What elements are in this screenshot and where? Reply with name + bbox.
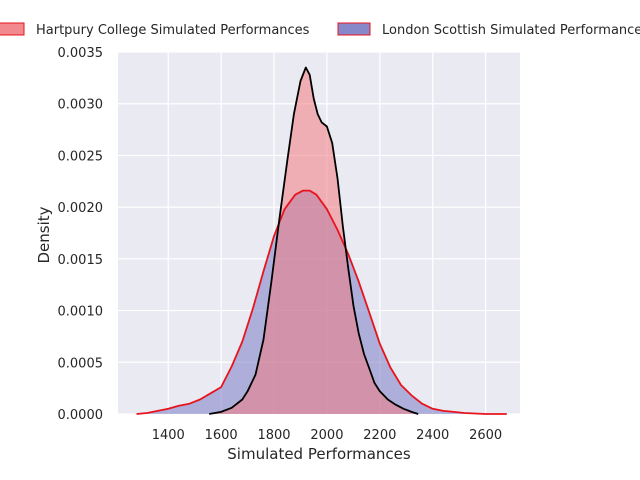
- x-tick-label-0: 1400: [152, 428, 185, 443]
- legend: Hartpury College Simulated Performances L…: [0, 22, 640, 38]
- x-tick-labels: 1400 1600 1800 2000 2200 2400 2600: [152, 428, 502, 443]
- legend-swatch-1: [337, 22, 371, 36]
- legend-label-1: London Scottish Simulated Performances: [382, 23, 640, 38]
- x-tick-label-2: 1800: [257, 428, 290, 443]
- y-tick-labels: 0.0000 0.0005 0.0010 0.0015 0.0020 0.0025 0.00…: [58, 46, 104, 423]
- y-tick-label-5: 0.0025: [58, 149, 104, 164]
- x-tick-label-3: 2000: [310, 428, 343, 443]
- y-tick-label-4: 0.0020: [58, 201, 104, 216]
- x-tick-label-4: 2200: [363, 428, 396, 443]
- y-tick-label-6: 0.0030: [58, 98, 104, 113]
- x-axis-label: Simulated Performances: [227, 445, 411, 463]
- y-axis-label: Density: [35, 206, 53, 263]
- y-tick-label-0: 0.0000: [58, 408, 104, 423]
- legend-swatch-0: [0, 22, 25, 36]
- density-areas: [136, 67, 507, 414]
- series-0-area: [209, 67, 419, 414]
- y-tick-label-1: 0.0005: [58, 356, 104, 371]
- y-tick-label-3: 0.0015: [58, 253, 104, 268]
- x-tick-label-1: 1600: [205, 428, 238, 443]
- x-tick-label-6: 2600: [469, 428, 502, 443]
- x-tick-label-5: 2400: [416, 428, 449, 443]
- series-0-line: [209, 66, 419, 415]
- density-lines: [136, 66, 507, 415]
- y-tick-label-7: 0.0035: [58, 46, 104, 61]
- series-1-line: [136, 189, 507, 415]
- y-tick-label-2: 0.0010: [58, 305, 104, 320]
- legend-label-0: Hartpury College Simulated Performances: [36, 23, 310, 38]
